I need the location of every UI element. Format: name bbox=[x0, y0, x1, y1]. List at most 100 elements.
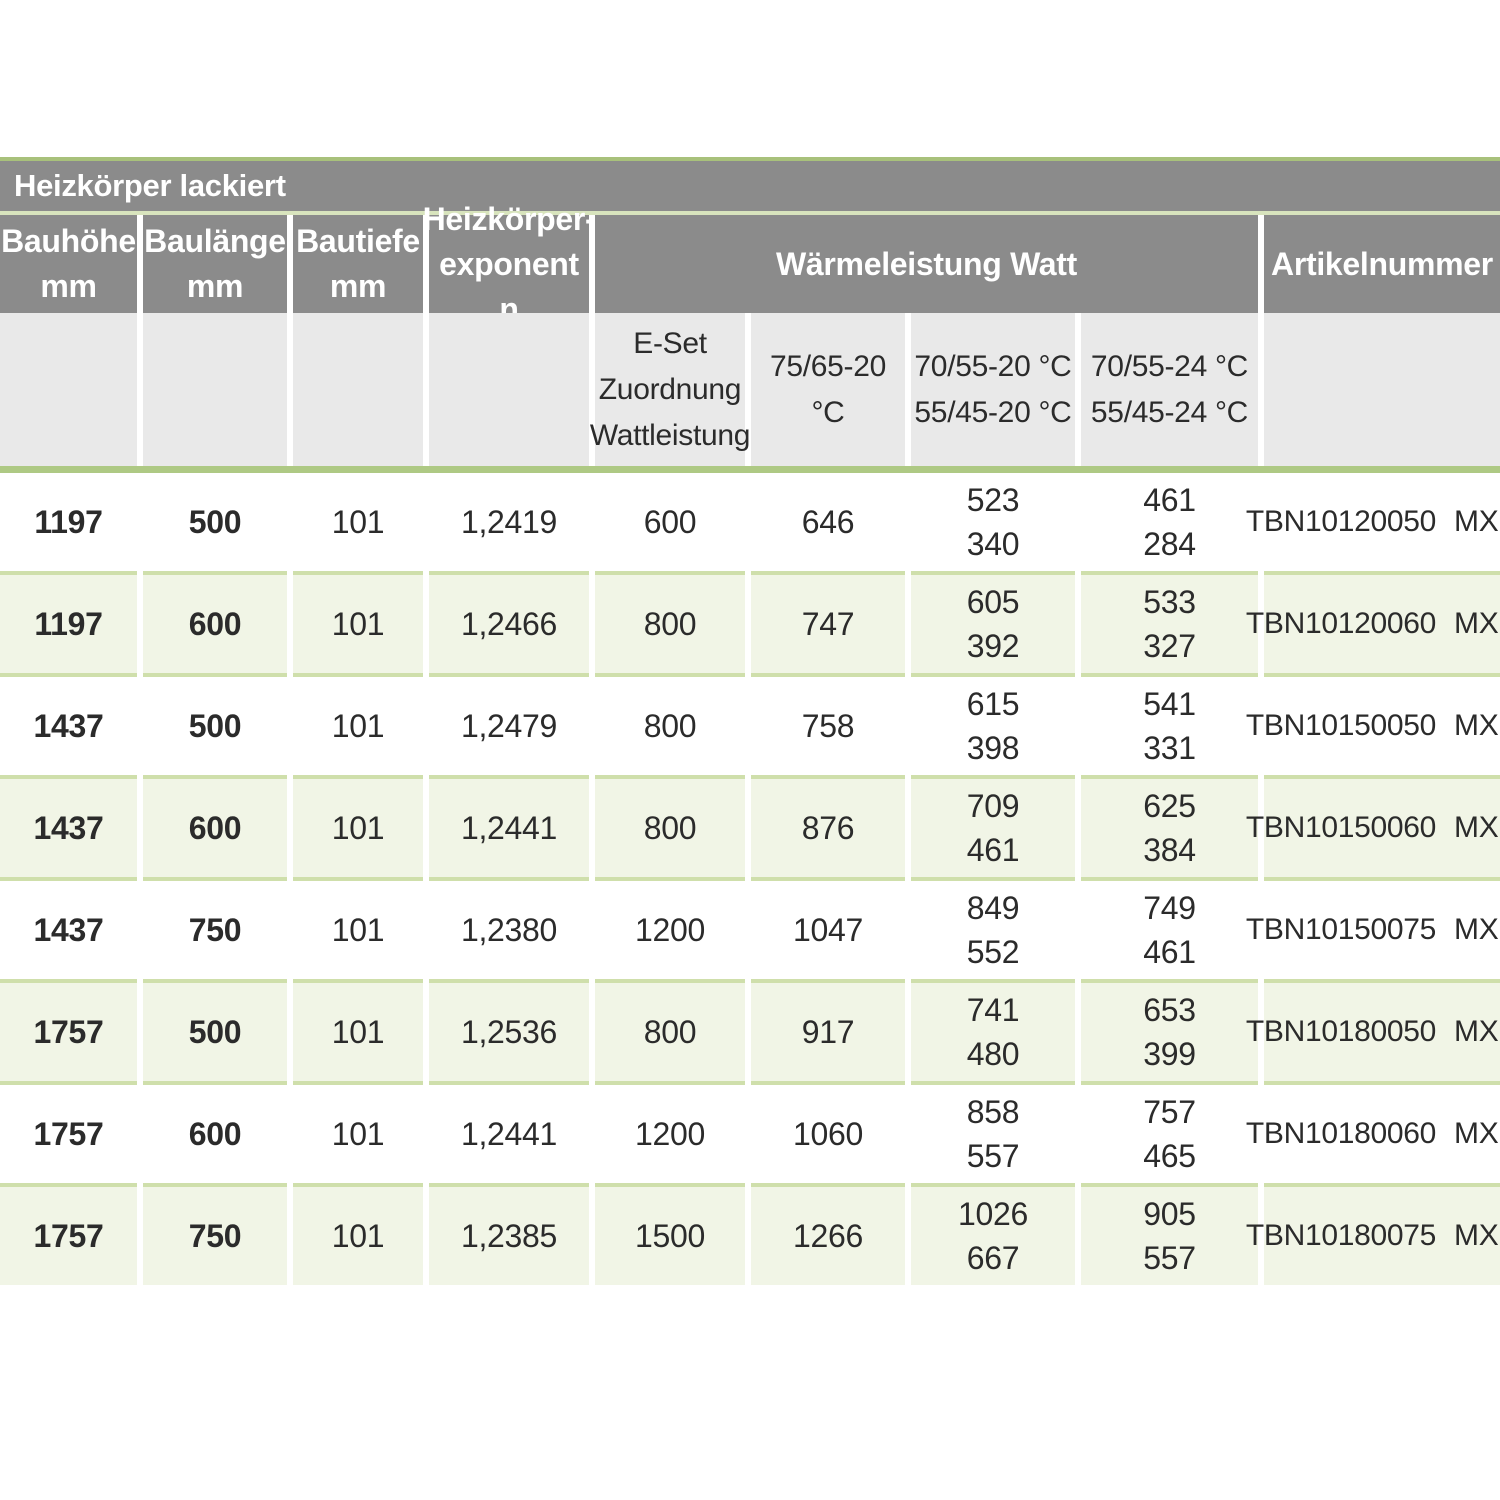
col-header-waermeleistung: Wärmeleistung Watt bbox=[595, 215, 1258, 313]
cell-bauhoehe: 1197 bbox=[0, 473, 137, 571]
col-header-bautiefe: Bautiefe mm bbox=[293, 215, 423, 313]
col-header-bauhoehe-line2: mm bbox=[40, 268, 97, 304]
cell-bauhoehe: 1757 bbox=[0, 1081, 137, 1183]
cell-artikelnummer: TBN10180075 MXK bbox=[1246, 1183, 1500, 1285]
cell-baulaenge: 750 bbox=[143, 877, 287, 979]
cell-eset: 800 bbox=[595, 571, 745, 673]
table-top-border bbox=[0, 157, 1500, 161]
cell-eset: 800 bbox=[595, 673, 745, 775]
cell-baulaenge: 500 bbox=[143, 673, 287, 775]
artikel-code: TBN10150075 bbox=[1245, 913, 1437, 946]
cell-artikelnummer: TBN10120050 MXK bbox=[1246, 473, 1500, 571]
artikel-suffix: MXK bbox=[1454, 1117, 1500, 1150]
cell-exponent: 1,2441 bbox=[429, 1081, 589, 1183]
artikel-code: TBN10120060 bbox=[1245, 607, 1437, 640]
cell-7565: 747 bbox=[751, 571, 905, 673]
col-header-bauhoehe: Bauhöhe mm bbox=[0, 215, 137, 313]
subheader-eset-line2: Zuordnung bbox=[598, 372, 742, 406]
cell-baulaenge: 600 bbox=[143, 571, 287, 673]
subheader-empty-exponent bbox=[429, 313, 589, 466]
cell-7565: 876 bbox=[751, 775, 905, 877]
cell-7055-20: 1026 667 bbox=[911, 1183, 1075, 1285]
cell-artikelnummer: TBN10180060 MXK bbox=[1246, 1081, 1500, 1183]
cell-7055-20: 849 552 bbox=[911, 877, 1075, 979]
col-header-bautiefe-line2: mm bbox=[329, 268, 387, 304]
cell-eset: 1200 bbox=[595, 877, 745, 979]
cell-bautiefe: 101 bbox=[293, 571, 423, 673]
cell-exponent: 1,2419 bbox=[429, 473, 589, 571]
subheader-7055-24: 70/55-24 °C 55/45-24 °C bbox=[1081, 313, 1258, 466]
col-header-baulaenge-line2: mm bbox=[186, 268, 244, 304]
subheader-eset: E-Set Zuordnung Wattleistung bbox=[590, 313, 750, 466]
cell-eset: 1200 bbox=[595, 1081, 745, 1183]
cell-artikelnummer: TBN10150060 MXK bbox=[1246, 775, 1500, 877]
cell-7055-20: 709 461 bbox=[911, 775, 1075, 877]
artikel-suffix: MXK bbox=[1454, 811, 1500, 844]
subheader-7055-24-line2: 55/45-24 °C bbox=[1090, 395, 1249, 429]
cell-7055-20: 523 340 bbox=[911, 473, 1075, 571]
cell-7565: 1266 bbox=[751, 1183, 905, 1285]
cell-7565: 1060 bbox=[751, 1081, 905, 1183]
subheader-eset-line3: Wattleistung bbox=[589, 418, 751, 452]
cell-bauhoehe: 1437 bbox=[0, 775, 137, 877]
artikel-code: TBN10180060 bbox=[1245, 1117, 1437, 1150]
cell-bautiefe: 101 bbox=[293, 1081, 423, 1183]
table-row: 1197 500 101 1,2419 600 646 523 340 461 28… bbox=[0, 473, 1500, 571]
cell-exponent: 1,2479 bbox=[429, 673, 589, 775]
cell-7055-24: 905 557 bbox=[1081, 1183, 1258, 1285]
cell-artikelnummer: TBN10120060 MXK bbox=[1246, 571, 1500, 673]
subheader-empty-bautiefe bbox=[293, 313, 423, 466]
cell-baulaenge: 600 bbox=[143, 1081, 287, 1183]
col-header-exponent-line1: Heizkörper- bbox=[422, 200, 596, 237]
table-row: 1757 750 101 1,2385 1500 1266 1026 667 90… bbox=[0, 1183, 1500, 1285]
subheader-7055-24-line1: 70/55-24 °C bbox=[1090, 349, 1249, 383]
header-body-separator bbox=[0, 466, 1500, 473]
table-body: 1197 500 101 1,2419 600 646 523 340 461 28… bbox=[0, 473, 1500, 1285]
cell-bautiefe: 101 bbox=[293, 979, 423, 1081]
table-row: 1197 600 101 1,2466 800 747 605 392 533 32… bbox=[0, 571, 1500, 673]
table-row: 1437 600 101 1,2441 800 876 709 461 625 38… bbox=[0, 775, 1500, 877]
table-title: Heizkörper lackiert bbox=[0, 161, 1500, 211]
cell-7055-20: 858 557 bbox=[911, 1081, 1075, 1183]
table-row: 1757 500 101 1,2536 800 917 741 480 653 39… bbox=[0, 979, 1500, 1081]
cell-eset: 600 bbox=[595, 473, 745, 571]
artikel-code: TBN10150060 bbox=[1245, 811, 1437, 844]
subheader-eset-line1: E-Set bbox=[633, 326, 707, 360]
artikel-suffix: MXK bbox=[1454, 607, 1500, 640]
cell-7565: 758 bbox=[751, 673, 905, 775]
subheader-empty-baulaenge bbox=[143, 313, 287, 466]
cell-baulaenge: 600 bbox=[143, 775, 287, 877]
col-header-baulaenge-line1: Baulänge bbox=[144, 223, 286, 259]
cell-bautiefe: 101 bbox=[293, 775, 423, 877]
cell-exponent: 1,2385 bbox=[429, 1183, 589, 1285]
artikel-suffix: MXK bbox=[1454, 505, 1500, 538]
cell-baulaenge: 500 bbox=[143, 979, 287, 1081]
artikel-suffix: MXK bbox=[1454, 1219, 1500, 1252]
subheader-7055-20-line1: 70/55-20 °C bbox=[914, 349, 1072, 383]
cell-7565: 1047 bbox=[751, 877, 905, 979]
cell-7055-20: 605 392 bbox=[911, 571, 1075, 673]
cell-7055-24: 653 399 bbox=[1081, 979, 1258, 1081]
col-header-bauhoehe-line1: Bauhöhe bbox=[1, 223, 136, 259]
cell-baulaenge: 500 bbox=[143, 473, 287, 571]
cell-7055-24: 757 465 bbox=[1081, 1081, 1258, 1183]
cell-7055-24: 625 384 bbox=[1081, 775, 1258, 877]
cell-eset: 1500 bbox=[595, 1183, 745, 1285]
cell-artikelnummer: TBN10150050 MXK bbox=[1246, 673, 1500, 775]
cell-exponent: 1,2466 bbox=[429, 571, 589, 673]
cell-exponent: 1,2380 bbox=[429, 877, 589, 979]
cell-bauhoehe: 1757 bbox=[0, 1183, 137, 1285]
cell-7055-20: 615 398 bbox=[911, 673, 1075, 775]
cell-7055-24: 461 284 bbox=[1081, 473, 1258, 571]
table-row: 1437 500 101 1,2479 800 758 615 398 541 33… bbox=[0, 673, 1500, 775]
cell-7055-24: 541 331 bbox=[1081, 673, 1258, 775]
cell-bauhoehe: 1437 bbox=[0, 673, 137, 775]
table-row: 1757 600 101 1,2441 1200 1060 858 557 757… bbox=[0, 1081, 1500, 1183]
subheader-7055-20-line2: 55/45-20 °C bbox=[914, 395, 1072, 429]
cell-bautiefe: 101 bbox=[293, 473, 423, 571]
artikel-code: TBN10180050 bbox=[1245, 1015, 1437, 1048]
subheader-empty-bauhoehe bbox=[0, 313, 137, 466]
subheader-7055-20: 70/55-20 °C 55/45-20 °C bbox=[911, 313, 1075, 466]
cell-artikelnummer: TBN10150075 MXK bbox=[1246, 877, 1500, 979]
cell-7565: 917 bbox=[751, 979, 905, 1081]
